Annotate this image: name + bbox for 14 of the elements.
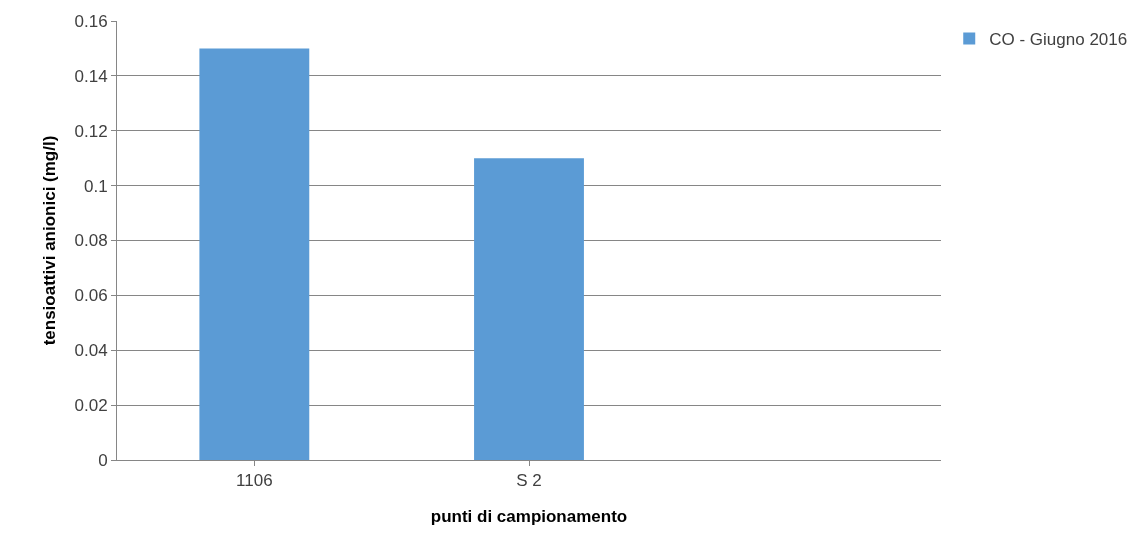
y-tick-label: 0.08	[74, 231, 108, 251]
y-tick-label: 0.16	[74, 11, 108, 31]
x-axis-title: punti di campionamento	[430, 506, 628, 526]
y-tick-label: 0.02	[74, 396, 108, 416]
y-tick-label: 0.1	[83, 176, 108, 196]
y-tick-label: 0	[98, 450, 108, 470]
y-tick-label: 0.06	[74, 286, 108, 306]
y-axis-title: tensioattivi anionici (mg/l)	[40, 135, 60, 346]
legend-label: CO - Giugno 2016	[989, 30, 1128, 50]
x-tick-label: 1106	[236, 471, 273, 491]
y-tick-label: 0.14	[74, 66, 108, 86]
x-tick-label: S 2	[516, 471, 542, 491]
y-tick-label: 0.04	[74, 341, 108, 361]
y-tick-label: 0.12	[74, 121, 108, 141]
